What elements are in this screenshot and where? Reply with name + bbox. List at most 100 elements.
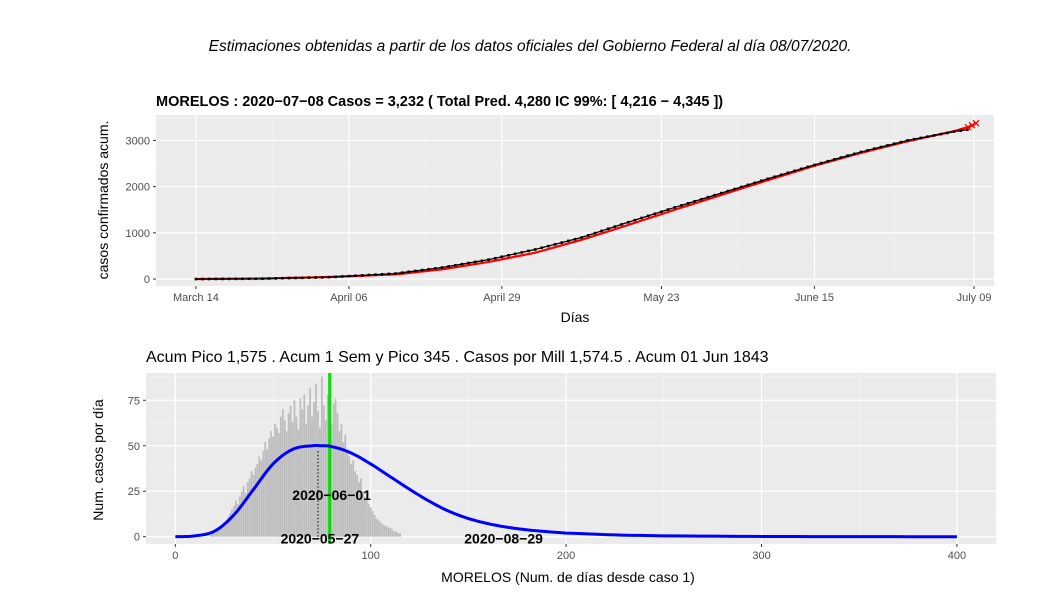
chart2-bar: [262, 451, 265, 537]
chart1-x-axis-title: Días: [561, 309, 590, 325]
chart2-bar: [215, 531, 218, 537]
chart1-y-tick-label: 2000: [126, 182, 150, 194]
chart1-observed-point: [207, 277, 211, 281]
chart1-x-tick-label: May 23: [643, 292, 679, 304]
chart1-observed-point: [434, 267, 437, 270]
chart1-observed-point: [307, 276, 311, 279]
chart1-observed-point: [573, 237, 577, 241]
chart2-bar: [336, 413, 339, 537]
chart2-bar: [332, 403, 335, 537]
chart1-observed-point: [606, 227, 610, 231]
chart1-y-axis-title: casos confirmados acum.: [95, 121, 111, 280]
chart1-observed-point: [720, 191, 723, 195]
chart2-bar: [221, 525, 224, 537]
chart1-observed-point: [480, 259, 484, 263]
chart1-observed-point: [879, 145, 883, 149]
chart1-observed-point: [906, 139, 909, 142]
chart1-observed-point: [274, 277, 278, 280]
chart1-observed-point: [247, 277, 251, 281]
chart1-observed-point: [892, 142, 896, 146]
chart2-bars: [209, 376, 401, 537]
chart1-y-tick-label: 0: [144, 274, 150, 286]
chart1-observed-point: [394, 272, 397, 275]
chart1-observed-point: [420, 268, 424, 272]
chart1-observed-point: [327, 275, 331, 279]
chart1-observed-point: [952, 130, 956, 133]
chart1-observed-point: [839, 156, 843, 159]
chart1-observed-point: [347, 274, 351, 278]
chart2-x-tick-label: 400: [948, 550, 966, 562]
chart2-bar: [266, 449, 269, 537]
chart2-bar: [371, 511, 374, 537]
chart1-observed-point: [846, 154, 849, 157]
chart2-bar: [311, 416, 313, 537]
chart2-bar: [258, 456, 261, 537]
chart1-observed-point: [201, 277, 204, 281]
chart1-observed-point: [241, 277, 244, 281]
chart2-bar: [375, 518, 378, 537]
chart2-bar: [287, 413, 290, 537]
chart1-observed-point: [194, 277, 198, 281]
chart2-y-tick-label: 0: [134, 532, 140, 544]
chart1-observed-point: [620, 223, 623, 226]
chart1-observed-point: [460, 262, 464, 266]
chart2-x-tick-label: 300: [752, 550, 770, 562]
chart2-bar: [211, 533, 214, 537]
chart1-observed-point: [580, 236, 583, 239]
chart2-bar: [334, 398, 337, 537]
chart2-axes: 0 100 200 300 400 0 25 50 75: [128, 395, 966, 562]
chart1-observed-point: [301, 276, 304, 280]
chart2-bar: [356, 474, 358, 537]
chart2-bar: [320, 376, 323, 537]
chart1-observed-point: [334, 275, 337, 279]
chart2-bar: [285, 431, 288, 537]
chart2-bar: [330, 423, 333, 537]
chart2-bar: [360, 478, 362, 537]
chart1-observed-point: [773, 175, 776, 179]
chart2-bar: [387, 527, 390, 537]
chart1-observed-point: [673, 206, 677, 209]
chart1-observed-point: [427, 267, 430, 271]
chart2-bar: [317, 411, 319, 537]
chart2-bar: [233, 505, 235, 537]
chart2-bar: [340, 423, 343, 537]
chart2-bar: [219, 527, 222, 537]
chart2-fitted-curve: [175, 443, 957, 539]
chart2-bar: [256, 463, 259, 537]
chart1-observed-point: [819, 161, 823, 165]
chart2-bar: [274, 423, 276, 537]
chart1-observed-point: [367, 273, 371, 277]
chart2-bar: [346, 449, 349, 537]
chart2-bar: [217, 529, 220, 537]
chart1-observed-point: [872, 147, 876, 150]
chart2-bar: [379, 522, 382, 537]
chart1-observed-point: [374, 273, 377, 276]
chart1-x-tick-label: April 29: [483, 292, 520, 304]
chart2-bar: [305, 423, 308, 537]
chart1-observed-point: [959, 129, 963, 132]
chart1-observed-point: [473, 260, 477, 264]
chart1-observed-point: [926, 135, 929, 138]
chart1-observed-point: [713, 193, 716, 197]
chart1-observed-point: [593, 231, 597, 235]
chart2-x-tick-label: 100: [362, 550, 380, 562]
chart1-grid: [156, 115, 994, 286]
chart1-observed-point: [726, 189, 730, 193]
chart2-x-axis-title: MORELOS (Num. de días desde caso 1): [441, 569, 695, 585]
chart2-bar: [383, 525, 386, 537]
chart1-observed-point: [261, 277, 264, 280]
chart1-x-tick-label: June 15: [795, 292, 834, 304]
page-title: Estimaciones obtenidas a partir de los d…: [208, 38, 852, 55]
chart1-observed-point: [453, 263, 457, 267]
chart1-observed-point: [753, 181, 756, 185]
chart1-observed-point: [826, 159, 830, 163]
chart1-observed-point: [766, 177, 770, 181]
chart2-bar: [385, 525, 388, 537]
chart2-y-tick-label: 25: [128, 486, 140, 498]
chart2-bar: [324, 420, 327, 537]
chart1-axes: March 14 April 06 April 29 May 23 June 15 Jul…: [126, 135, 992, 304]
chart1-observed-point: [234, 277, 238, 281]
chart1-prediction-marker: [964, 123, 972, 131]
chart1-observed-point: [527, 249, 530, 253]
chart1-observed-point: [507, 253, 510, 257]
